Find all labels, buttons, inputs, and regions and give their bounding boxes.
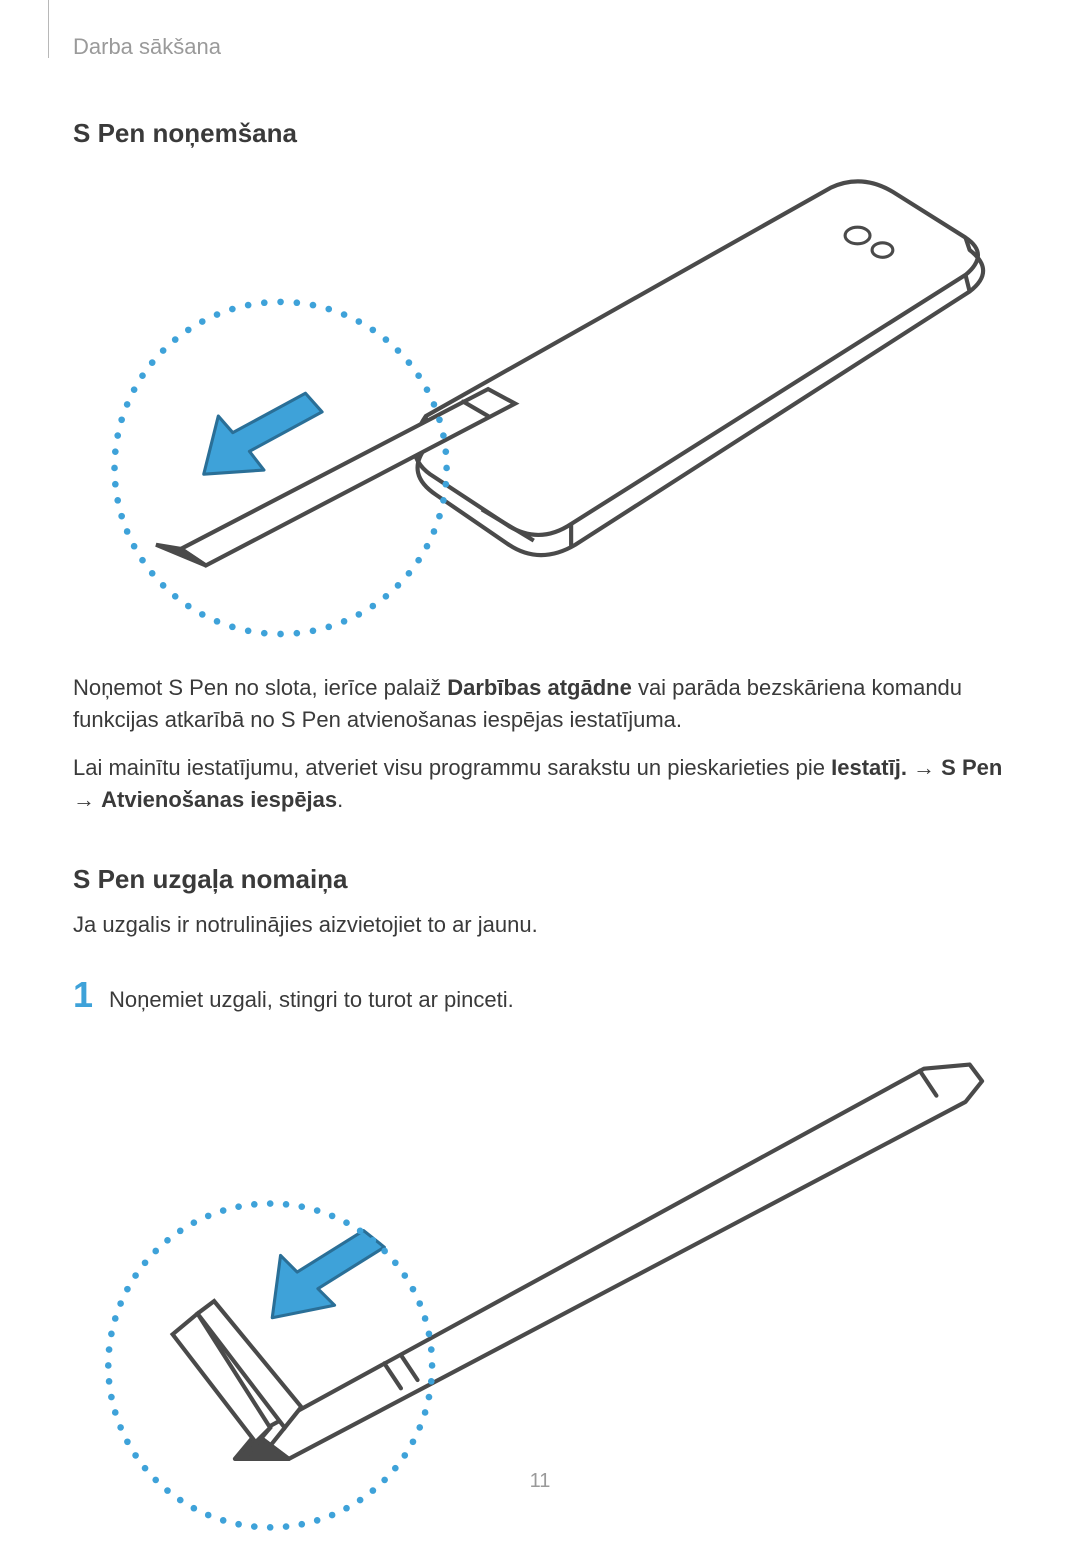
paragraph-1: Noņemot S Pen no slota, ierīce palaiž Da… xyxy=(73,672,1007,736)
para2-b1: Iestatīj. xyxy=(831,755,907,780)
para2-post: . xyxy=(337,787,343,812)
page-number: 11 xyxy=(0,1470,1080,1493)
paragraph-3: Ja uzgalis ir notrulinājies aizvietojiet… xyxy=(73,909,1007,941)
step-1: 1 Noņemiet uzgali, stingri to turot ar p… xyxy=(73,977,1007,1013)
para1-bold: Darbības atgādne xyxy=(447,675,632,700)
step-1-text: Noņemiet uzgali, stingri to turot ar pin… xyxy=(109,987,514,1013)
step-1-number: 1 xyxy=(73,977,103,1013)
side-rule xyxy=(48,0,49,58)
para2-arr2: → xyxy=(73,787,101,812)
figure-spen-remove xyxy=(73,167,1007,644)
para2-b2: S Pen xyxy=(941,755,1002,780)
para2-pre: Lai mainītu iestatījumu, atveriet visu p… xyxy=(73,755,831,780)
page-header: Darba sākšana xyxy=(73,34,1007,60)
paragraph-2: Lai mainītu iestatījumu, atveriet visu p… xyxy=(73,752,1007,816)
para2-b3: Atvienošanas iespējas xyxy=(101,787,337,812)
section-title-tip-replace: S Pen uzgaļa nomaiņa xyxy=(73,864,1007,895)
para1-pre: Noņemot S Pen no slota, ierīce palaiž xyxy=(73,675,447,700)
para2-arr1: → xyxy=(907,755,941,780)
section-title-spen-remove: S Pen noņemšana xyxy=(73,118,1007,149)
